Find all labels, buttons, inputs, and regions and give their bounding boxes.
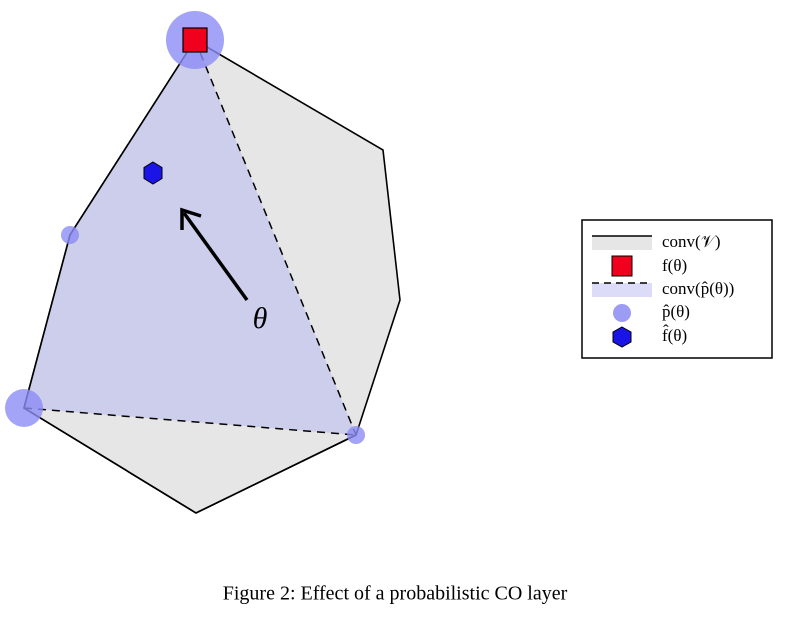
caption: Figure 2: Effect of a probabilistic CO l…: [223, 583, 568, 605]
legend-swatch: [592, 236, 652, 250]
legend-swatch: [612, 326, 632, 348]
legend-label: f(θ): [662, 256, 687, 275]
solution-square: [182, 27, 208, 53]
legend-swatch: [611, 255, 633, 277]
legend-label: p̂(θ): [662, 302, 690, 321]
theta-label: θ: [253, 302, 268, 335]
probability-point: [347, 426, 365, 444]
probability-point: [61, 226, 79, 244]
legend-swatch: [613, 304, 631, 322]
legend-label: conv(p̂(θ)): [662, 279, 734, 298]
theta-arrow: [182, 211, 249, 302]
dashed-edge: [194, 39, 357, 436]
legend-swatch: [592, 283, 652, 297]
probability-point: [5, 389, 43, 427]
probability-hull: [24, 40, 356, 435]
legend-label: conv(𝒱): [662, 232, 721, 251]
expected-solution-hexagon: [143, 161, 163, 185]
legend-label: f̂(θ): [662, 325, 687, 345]
theta-arrowhead: [180, 207, 202, 230]
